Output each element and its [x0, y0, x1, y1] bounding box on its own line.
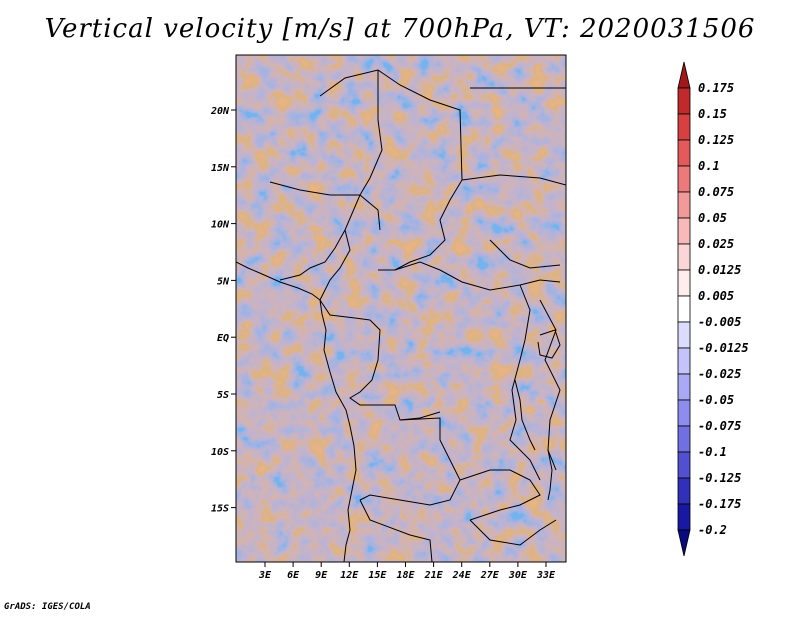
border-niger-chad	[359, 70, 383, 231]
colorbar-swatch	[677, 191, 691, 219]
colorbar-label: 0.005	[698, 289, 734, 303]
border-libya-chad	[319, 69, 463, 181]
border-drc-east	[509, 284, 541, 481]
longitude-axis: 3E 6E 9E 12E 15E 18E 21E 24E 27E 30E 33E	[258, 562, 556, 581]
border-chad-sudan	[394, 179, 463, 271]
colorbar-swatch	[677, 217, 691, 245]
lon-tick-label: 21E	[424, 570, 444, 581]
colorbar-label: 0.175	[698, 81, 734, 95]
colorbar-swatch	[677, 165, 691, 193]
lon-tick-label: 9E	[315, 570, 328, 581]
colorbar-swatch	[677, 529, 691, 557]
colorbar-label: -0.05	[698, 393, 734, 407]
map-frame	[235, 54, 567, 563]
colorbar-label: -0.005	[698, 315, 741, 329]
colorbar-swatch	[677, 87, 691, 115]
border-angola-zambia	[359, 417, 461, 506]
latitude-axis: 20N 15N 10N 5N EQ 5S 10S 15S	[210, 106, 236, 515]
colorbar-label: 0.125	[698, 133, 734, 147]
lake-victoria	[537, 329, 561, 359]
colorbar-swatch	[677, 139, 691, 167]
map-panel	[235, 54, 567, 563]
colorbar-label: -0.1	[698, 445, 727, 459]
colorbar-swatch	[677, 503, 691, 531]
colorbar-swatch	[677, 61, 691, 89]
colorbar-swatch	[677, 269, 691, 297]
colorbar-label: 0.1	[698, 159, 720, 173]
border-botswana-zimbabwe	[469, 519, 557, 546]
colorbar: 0.175 0.15 0.125 0.1 0.075 0.05 0.025 0.0125 0.0…	[677, 61, 749, 557]
lon-tick-label: 24E	[452, 570, 472, 581]
lon-tick-label: 27E	[480, 570, 500, 581]
border-car	[378, 261, 561, 291]
colorbar-swatch	[677, 243, 691, 271]
lat-tick-label: 10N	[211, 220, 230, 231]
velocity-field	[236, 55, 566, 562]
colorbar-label: -0.175	[698, 497, 741, 511]
colorbar-swatch	[677, 295, 691, 323]
colorbar-label: 0.0125	[698, 263, 741, 277]
lat-tick-label: 10S	[211, 447, 229, 458]
lon-tick-label: 6E	[287, 570, 300, 581]
lon-tick-label: 15E	[368, 570, 387, 581]
lon-tick-label: 3E	[258, 570, 272, 581]
colorbar-swatch	[677, 347, 691, 375]
lat-tick-label: 20N	[210, 106, 230, 117]
lon-tick-label: 33E	[536, 570, 556, 581]
border-namibia-botswana	[359, 499, 433, 562]
lake-tanganyika	[514, 379, 536, 451]
colorbar-label: -0.075	[698, 419, 741, 433]
lat-tick-label: 15N	[211, 163, 230, 174]
colorbar-label: 0.075	[698, 185, 734, 199]
map-title: Vertical velocity [m/s] at 700hPa, VT: 2…	[44, 14, 756, 44]
colorbar-label: -0.0125	[698, 341, 749, 355]
colorbar-label: -0.2	[698, 523, 727, 537]
lat-tick-label: 15S	[211, 504, 229, 515]
colorbar-swatch	[677, 113, 691, 141]
colorbar-label: 0.05	[698, 211, 727, 225]
colorbar-swatch	[677, 399, 691, 427]
colorbar-label: 0.15	[698, 107, 727, 121]
lon-tick-label: 18E	[396, 570, 415, 581]
country-borders	[236, 69, 566, 562]
colorbar-swatch	[677, 373, 691, 401]
colorbar-label: -0.025	[698, 367, 741, 381]
border-sudan	[461, 174, 566, 186]
footer-credit: GrADS: IGES/COLA	[4, 602, 91, 612]
lat-tick-label: EQ	[217, 333, 229, 344]
colorbar-label: 0.025	[698, 237, 734, 251]
lat-tick-label: 5N	[217, 276, 230, 287]
lon-tick-label: 30E	[508, 570, 528, 581]
lake-malawi	[547, 449, 553, 501]
colorbar-swatch	[677, 451, 691, 479]
colorbar-swatch	[677, 321, 691, 349]
border-cameroon	[319, 229, 371, 321]
border-nigeria	[269, 181, 361, 281]
border-zambia	[459, 469, 541, 521]
colorbar-swatch	[677, 425, 691, 453]
lat-tick-label: 5S	[217, 390, 229, 401]
colorbar-label: -0.125	[698, 471, 741, 485]
border-south-sudan	[489, 239, 561, 269]
lon-tick-label: 12E	[340, 570, 359, 581]
colorbar-swatch	[677, 477, 691, 505]
coastline-west	[236, 261, 357, 562]
